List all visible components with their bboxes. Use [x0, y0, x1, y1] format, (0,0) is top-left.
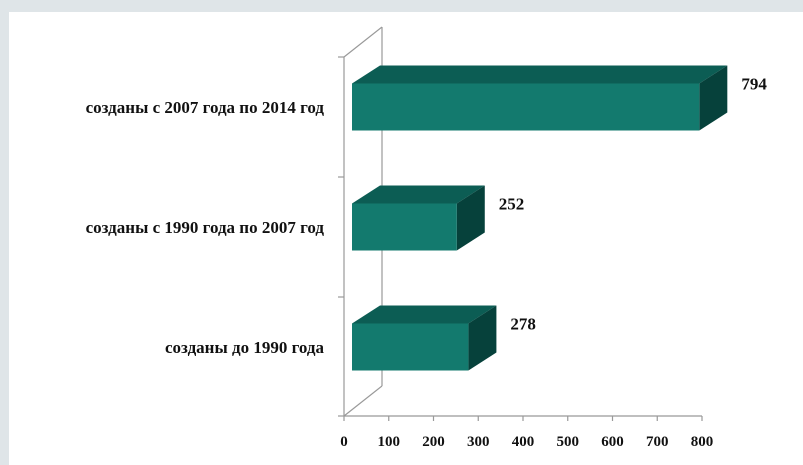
bar-0 — [352, 305, 497, 371]
chart-bars — [352, 65, 728, 371]
bar-front-face-2 — [352, 83, 700, 131]
bar-top-face-0 — [352, 305, 497, 324]
category-label-0: созданы до 1990 года — [165, 338, 324, 357]
bar-value-label-0: 278 — [510, 315, 536, 334]
bar-front-face-1 — [352, 203, 457, 251]
bar-side-face-2 — [699, 65, 728, 131]
x-tick-label-700: 700 — [646, 434, 669, 450]
category-label-2: созданы с 2007 года по 2014 год — [86, 98, 325, 117]
bar-1 — [352, 185, 485, 251]
bar-2 — [352, 65, 728, 131]
wall-top-edge — [343, 26, 383, 58]
x-tick-label-500: 500 — [557, 434, 580, 450]
x-tick-label-800: 800 — [691, 434, 714, 450]
chart-axes: 0 100 200 300 400 500 600 700 800 — [338, 26, 714, 450]
bar-value-label-1: 252 — [499, 195, 525, 214]
bar-value-label-2: 794 — [741, 75, 767, 94]
x-tick-label-400: 400 — [512, 434, 535, 450]
bar-side-face-0 — [468, 305, 497, 371]
x-tick-label-100: 100 — [378, 434, 401, 450]
bar-front-face-0 — [352, 323, 469, 371]
chart-labels: 278 созданы до 1990 года 252 созданы с 1990… — [86, 75, 768, 358]
wall-bottom-edge — [343, 385, 383, 417]
x-tick-label-200: 200 — [422, 434, 445, 450]
bar-top-face-1 — [352, 185, 485, 204]
bar-top-face-2 — [352, 65, 728, 84]
category-label-1: созданы с 1990 года по 2007 год — [86, 218, 325, 237]
bar-side-face-1 — [456, 185, 485, 251]
x-tick-label-600: 600 — [601, 434, 624, 450]
x-tick-label-300: 300 — [467, 434, 490, 450]
x-tick-label-0: 0 — [340, 434, 348, 450]
